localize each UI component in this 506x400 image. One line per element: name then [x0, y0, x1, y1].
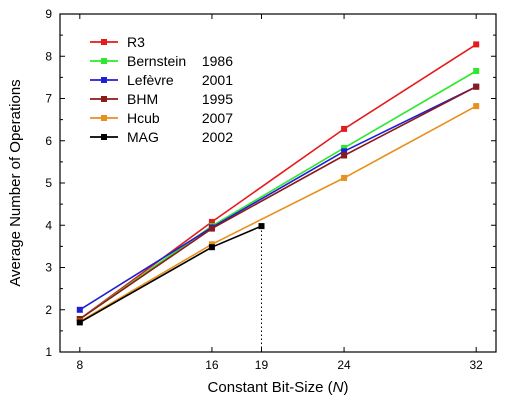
y-tick-label: 9 — [45, 7, 52, 21]
y-tick-label: 6 — [45, 134, 52, 148]
legend-marker-mag — [101, 134, 107, 140]
legend-label-bhm: BHM — [127, 91, 158, 107]
x-tick-label: 24 — [337, 358, 351, 372]
x-tick-label: 32 — [470, 358, 484, 372]
plot-frame — [59, 13, 497, 353]
legend-year-mag: 2002 — [202, 129, 233, 145]
data-point-lef-vre — [341, 148, 348, 155]
data-point-hcub — [473, 103, 480, 110]
legend-year-bhm: 1995 — [202, 91, 233, 107]
y-tick-label: 1 — [45, 345, 52, 359]
series-line-r3 — [79, 43, 477, 320]
series-line-hcub — [79, 105, 477, 323]
data-point-mag — [208, 244, 215, 251]
legend-marker-hcub — [101, 115, 107, 121]
data-point-r3 — [341, 125, 348, 132]
series-line-bhm — [79, 85, 477, 320]
series-line-bernstein — [79, 70, 477, 320]
legend-label-r3: R3 — [127, 34, 145, 50]
data-point-bhm — [473, 83, 480, 90]
series-layer — [76, 41, 480, 326]
data-point-r3 — [473, 41, 480, 48]
y-tick-label: 4 — [45, 218, 52, 232]
y-tick-label: 5 — [45, 176, 52, 190]
y-tick-label: 2 — [45, 303, 52, 317]
y-tick-label: 3 — [45, 261, 52, 275]
legend-marker-lef-vre — [101, 77, 107, 83]
legend-label-lef-vre: Lefèvre — [127, 72, 174, 88]
data-point-bernstein — [473, 68, 480, 74]
data-point-mag — [258, 223, 265, 230]
data-point-hcub — [341, 174, 348, 181]
x-tick-label: 16 — [205, 358, 219, 372]
x-axis-title: Constant Bit-Size (N) — [208, 379, 349, 396]
plot-area — [59, 13, 497, 353]
x-tick-label: 19 — [255, 358, 269, 372]
series-line-mag — [79, 225, 262, 324]
legend-marker-bernstein — [101, 58, 107, 64]
data-point-r3 — [208, 218, 215, 225]
axis-layer: 1 2 3 4 5 6 7 8 9 8 16 19 24 32 Constant Bit-Size (N) A… — [7, 7, 496, 396]
data-point-lef-vre — [76, 306, 83, 313]
legend: R3 Bernstein 1986 Lefèvre 2001 BHM 1995 Hcub 200… — [90, 34, 233, 145]
series-line-lef-vre — [79, 85, 477, 311]
data-point-bhm — [208, 225, 215, 232]
legend-marker-r3 — [101, 39, 107, 45]
legend-label-hcub: Hcub — [127, 110, 160, 126]
data-point-mag — [76, 319, 83, 326]
legend-label-bernstein: Bernstein — [127, 53, 186, 69]
legend-marker-bhm — [101, 96, 107, 102]
legend-year-lef-vre: 2001 — [202, 72, 233, 88]
data-point-bernstein — [341, 144, 348, 151]
data-point-bhm — [341, 152, 348, 159]
legend-year-hcub: 2007 — [202, 110, 233, 126]
y-axis-title: Average Number of Operations — [7, 79, 24, 286]
y-tick-label: 7 — [45, 92, 52, 106]
x-tick-label: 8 — [76, 358, 83, 372]
y-tick-label: 8 — [45, 49, 52, 63]
legend-year-bernstein: 1986 — [202, 53, 233, 69]
legend-label-mag: MAG — [127, 129, 159, 145]
